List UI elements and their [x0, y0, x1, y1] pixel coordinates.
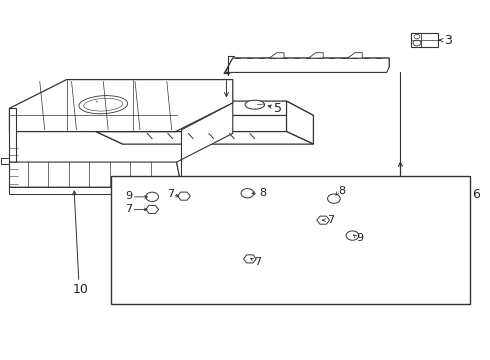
Circle shape: [241, 189, 254, 198]
Polygon shape: [96, 101, 314, 116]
Text: 9: 9: [356, 233, 364, 243]
Text: 9: 9: [125, 191, 132, 201]
Polygon shape: [176, 103, 233, 187]
Polygon shape: [9, 108, 16, 162]
Text: 10: 10: [73, 283, 89, 296]
Polygon shape: [9, 187, 181, 194]
Polygon shape: [228, 58, 389, 67]
Polygon shape: [125, 184, 387, 248]
Circle shape: [346, 231, 359, 240]
Polygon shape: [9, 162, 181, 187]
Text: 6: 6: [472, 188, 480, 201]
Text: 8: 8: [338, 186, 345, 197]
Polygon shape: [287, 101, 314, 144]
Polygon shape: [309, 53, 323, 58]
Polygon shape: [146, 205, 159, 213]
Text: 8: 8: [260, 188, 267, 198]
Circle shape: [146, 192, 159, 202]
Polygon shape: [96, 101, 123, 144]
Polygon shape: [317, 216, 330, 224]
Polygon shape: [225, 58, 389, 72]
Text: 7: 7: [327, 215, 334, 225]
Text: 7: 7: [254, 257, 261, 267]
Text: 7: 7: [167, 189, 174, 199]
Polygon shape: [177, 192, 190, 200]
Text: 3: 3: [444, 33, 452, 47]
Text: 7: 7: [125, 204, 132, 215]
Polygon shape: [347, 53, 362, 58]
Polygon shape: [96, 132, 314, 144]
Bar: [111, 176, 470, 304]
Polygon shape: [270, 53, 284, 58]
Circle shape: [328, 194, 340, 203]
Text: 2: 2: [405, 243, 413, 256]
Text: 1: 1: [405, 288, 413, 301]
Text: 4: 4: [222, 66, 230, 79]
Polygon shape: [130, 184, 387, 207]
Polygon shape: [9, 80, 233, 132]
Polygon shape: [244, 255, 256, 263]
Ellipse shape: [245, 100, 265, 109]
Polygon shape: [411, 33, 438, 47]
Text: 5: 5: [274, 102, 282, 115]
